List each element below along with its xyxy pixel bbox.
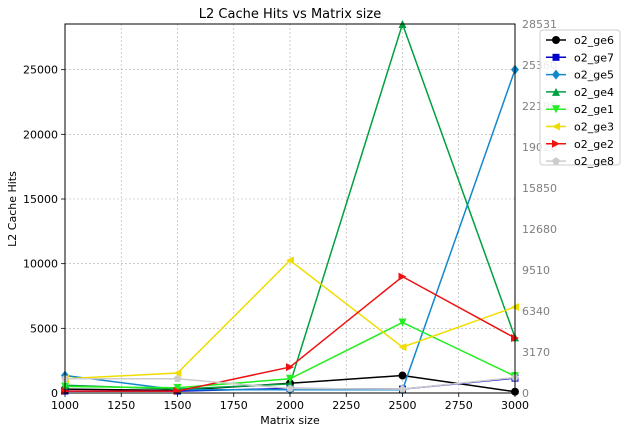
x-tick-label: 2500 xyxy=(389,399,417,412)
data-point xyxy=(398,272,407,281)
x-axis-label: Matrix size xyxy=(260,414,320,427)
legend-item: o2_ge7 xyxy=(546,51,614,64)
y-tick-label: 5000 xyxy=(30,322,58,335)
data-point xyxy=(398,318,407,327)
legend-item: o2_ge2 xyxy=(546,138,614,151)
legend-label: o2_ge5 xyxy=(574,69,614,82)
data-point xyxy=(286,384,294,392)
x-tick-label: 1500 xyxy=(164,399,192,412)
series-o2_ge3 xyxy=(61,256,519,383)
legend-item: o2_ge8 xyxy=(546,155,614,168)
right-y-tick-label: 3170 xyxy=(522,346,550,359)
data-point xyxy=(286,363,294,372)
legend-label: o2_ge3 xyxy=(574,121,614,134)
data-point xyxy=(398,385,407,393)
legend-item: o2_ge5 xyxy=(546,69,614,82)
y-tick-label: 10000 xyxy=(23,258,58,271)
legend-marker xyxy=(552,87,560,96)
data-point xyxy=(286,374,294,383)
legend-item: o2_ge4 xyxy=(546,86,614,99)
x-tick-label: 1750 xyxy=(220,399,248,412)
right-y-tick-label: 9510 xyxy=(522,264,550,277)
chart-title: L2 Cache Hits vs Matrix size xyxy=(199,7,381,22)
series-layer xyxy=(61,20,519,396)
x-tick-label: 2750 xyxy=(445,399,473,412)
legend-label: o2_ge8 xyxy=(574,155,614,168)
right-y-tick-label: 0 xyxy=(522,387,529,400)
x-tick-label: 2000 xyxy=(276,399,304,412)
right-y-tick-label: 28531 xyxy=(522,18,557,31)
y-tick-label: 20000 xyxy=(23,128,58,141)
x-axis-ticks: 1000 1250 1500 1750 2000 2250 2500 2750 3000 xyxy=(51,393,529,412)
legend-marker xyxy=(552,36,560,44)
y-tick-label: 0 xyxy=(51,387,58,400)
legend-marker xyxy=(552,122,560,131)
y-axis-label: L2 Cache Hits xyxy=(6,171,19,247)
y-axis-ticks: 0 5000 10000 15000 20000 25000 xyxy=(23,64,65,400)
legend: o2_ge6 o2_ge7 o2_ge5 o2_ge4 o2_ge1 o2_ge3 o2_g… xyxy=(539,29,621,168)
y-tick-label: 25000 xyxy=(23,64,58,77)
legend-label: o2_ge7 xyxy=(574,51,614,64)
legend-marker xyxy=(552,69,560,80)
x-tick-label: 3000 xyxy=(501,399,529,412)
legend-item: o2_ge1 xyxy=(546,103,614,116)
legend-marker xyxy=(552,53,560,61)
grid-layer xyxy=(64,24,516,394)
legend-label: o2_ge2 xyxy=(574,138,614,151)
series-line xyxy=(64,21,516,390)
legend-label: o2_ge6 xyxy=(574,34,614,47)
legend-item: o2_ge3 xyxy=(546,121,614,134)
data-point xyxy=(398,371,407,380)
legend-marker xyxy=(552,105,560,114)
x-tick-label: 2250 xyxy=(332,399,360,412)
legend-label: o2_ge1 xyxy=(574,103,614,116)
data-point xyxy=(173,368,182,377)
legend-marker xyxy=(552,139,560,148)
legend-item: o2_ge6 xyxy=(546,34,614,47)
data-point xyxy=(173,383,182,392)
x-tick-label: 1250 xyxy=(107,399,135,412)
legend-box xyxy=(539,29,621,166)
legend-label: o2_ge4 xyxy=(574,86,614,99)
data-point xyxy=(286,256,294,265)
y-tick-label: 15000 xyxy=(23,193,58,206)
data-point xyxy=(173,374,182,383)
right-y-tick-label: 12680 xyxy=(522,223,557,236)
data-point xyxy=(398,343,407,352)
right-y-tick-label: 6340 xyxy=(522,305,550,318)
right-y-tick-label: 15850 xyxy=(522,182,557,195)
legend-marker xyxy=(552,157,560,165)
x-tick-label: 1000 xyxy=(51,399,79,412)
